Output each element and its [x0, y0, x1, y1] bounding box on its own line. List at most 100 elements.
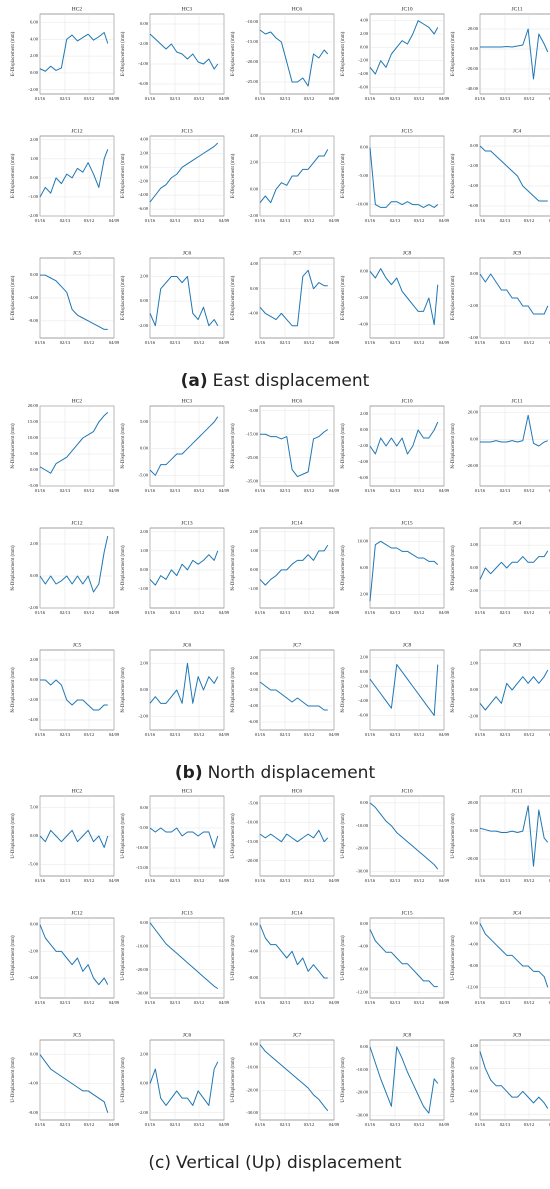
data-line — [480, 28, 549, 80]
plot-frame — [259, 257, 335, 339]
subplot: -6.00 -4.00 -2.00 0.00 2.00 01/16 02/13 03/12 04… — [341, 642, 450, 737]
subplot: -8.00 -4.00 0.00 4.00 01/16 02/13 03/12 04/09 JC… — [451, 1032, 550, 1127]
subplot-title: HC2 — [72, 398, 83, 404]
plot-frame — [149, 405, 225, 487]
y-axis-label: E-Displacement (mm) — [451, 153, 456, 198]
x-tick-label: 04/09 — [109, 340, 120, 345]
x-tick-label: 04/09 — [439, 732, 450, 737]
x-tick-label: 01/16 — [145, 1122, 156, 1127]
caption-label: (a) — [181, 371, 208, 391]
data-line — [259, 1044, 329, 1112]
x-tick-label: 02/13 — [170, 610, 181, 615]
x-tick-label: 02/13 — [390, 1122, 401, 1127]
y-tick-label: -25.00 — [246, 79, 259, 84]
x-tick-label: 01/16 — [255, 1000, 266, 1005]
x-tick-label: 02/13 — [170, 488, 181, 493]
x-tick-label: 01/16 — [365, 488, 376, 493]
y-tick-label: 0.00 — [470, 920, 479, 925]
y-axis-label: E-Displacement (mm) — [231, 275, 236, 320]
subplot-title: JC15 — [401, 910, 413, 916]
y-axis-label: N-Displacement (mm) — [231, 545, 236, 590]
x-tick-label: 02/13 — [60, 1000, 71, 1005]
y-tick-label: 1.00 — [30, 156, 39, 161]
subplot-title: JC15 — [401, 520, 413, 526]
y-tick-label: 4.00 — [470, 1043, 479, 1048]
x-tick-label: 02/13 — [390, 610, 401, 615]
data-line — [39, 149, 109, 198]
x-tick-label: 04/09 — [329, 878, 340, 883]
data-line — [479, 923, 549, 988]
subplot-title: JC15 — [401, 128, 413, 134]
x-tick-label: 03/12 — [414, 732, 425, 737]
data-line — [369, 664, 439, 716]
plot-frame — [259, 1039, 335, 1121]
subplot: -1.00 0.00 1.00 2.00 01/16 02/13 03/12 04/09 JC1… — [121, 520, 230, 615]
x-tick-label: 04/09 — [109, 1000, 120, 1005]
y-tick-label: -6.00 — [468, 203, 478, 208]
x-tick-label: 01/16 — [145, 488, 156, 493]
data-line — [259, 29, 329, 87]
x-tick-label: 01/16 — [35, 488, 46, 493]
x-tick-label: 02/13 — [390, 1000, 401, 1005]
x-tick-label: 03/12 — [304, 610, 315, 615]
subplot-title: JC7 — [293, 1032, 302, 1038]
x-tick-label: 03/12 — [524, 340, 535, 345]
y-tick-label: 0.00 — [30, 677, 39, 682]
plot-frame — [149, 917, 225, 999]
x-tick-label: 04/09 — [219, 96, 230, 101]
x-tick-label: 02/13 — [500, 218, 511, 223]
y-tick-label: 0.00 — [360, 800, 369, 805]
y-axis-label: E-Displacement (mm) — [231, 31, 236, 76]
x-tick-label: 01/16 — [255, 732, 266, 737]
x-tick-label: 04/09 — [439, 878, 450, 883]
y-tick-label: 0.00 — [470, 1066, 479, 1071]
y-tick-label: -5.00 — [248, 408, 258, 413]
y-tick-label: -4.00 — [358, 459, 368, 464]
x-tick-label: 03/12 — [304, 732, 315, 737]
x-tick-label: 03/12 — [304, 488, 315, 493]
subplot-title: JC14 — [291, 910, 303, 916]
data-line — [259, 544, 329, 586]
y-tick-label: 0.00 — [30, 922, 39, 927]
x-tick-label: 02/13 — [280, 340, 291, 345]
y-tick-label: 0.00 — [140, 805, 149, 810]
y-tick-label: -4.00 — [468, 942, 478, 947]
subplot: -4.00 -2.00 0.00 01/16 02/13 03/12 04/09 JC12 U-… — [11, 910, 120, 1005]
subplot-title: HC6 — [292, 788, 303, 794]
data-line — [39, 32, 109, 72]
x-tick-label: 03/12 — [304, 1122, 315, 1127]
x-tick-label: 01/16 — [35, 96, 46, 101]
y-tick-label: 0.00 — [140, 446, 149, 451]
data-line — [479, 273, 549, 315]
x-tick-label: 04/09 — [439, 1122, 450, 1127]
x-tick-label: 01/16 — [365, 218, 376, 223]
subplot-title: JC5 — [73, 642, 82, 648]
x-tick-label: 03/12 — [524, 732, 535, 737]
x-tick-label: 04/09 — [549, 878, 550, 883]
y-tick-label: 20.00 — [28, 403, 39, 408]
x-tick-label: 03/12 — [304, 340, 315, 345]
x-tick-label: 04/09 — [549, 218, 550, 223]
data-line — [149, 416, 219, 476]
x-tick-label: 04/09 — [329, 1122, 340, 1127]
subplot: -20.00 0.00 20.00 01/16 02/13 03/12 04/09 JC11 U… — [451, 788, 550, 883]
y-tick-label: 0.00 — [470, 687, 479, 692]
y-tick-label: -2.00 — [28, 948, 38, 953]
plot-frame — [149, 135, 225, 217]
y-tick-label: 0.00 — [360, 669, 369, 674]
x-tick-label: 04/09 — [329, 610, 340, 615]
x-tick-label: 03/12 — [194, 1122, 205, 1127]
x-tick-label: 01/16 — [365, 96, 376, 101]
data-line — [149, 1061, 219, 1106]
y-axis-label: U-Displacement (mm) — [451, 813, 456, 858]
subplot-title: JC12 — [71, 910, 83, 916]
x-tick-label: 03/12 — [194, 340, 205, 345]
y-tick-label: 4.00 — [140, 137, 149, 142]
y-tick-label: -2.00 — [138, 323, 148, 328]
x-tick-label: 01/16 — [145, 1000, 156, 1005]
data-line — [39, 535, 109, 593]
y-axis-label: U-Displacement (mm) — [121, 1057, 126, 1102]
plot-frame — [149, 13, 225, 95]
x-tick-label: 02/13 — [500, 1122, 511, 1127]
x-tick-label: 04/09 — [219, 1122, 230, 1127]
